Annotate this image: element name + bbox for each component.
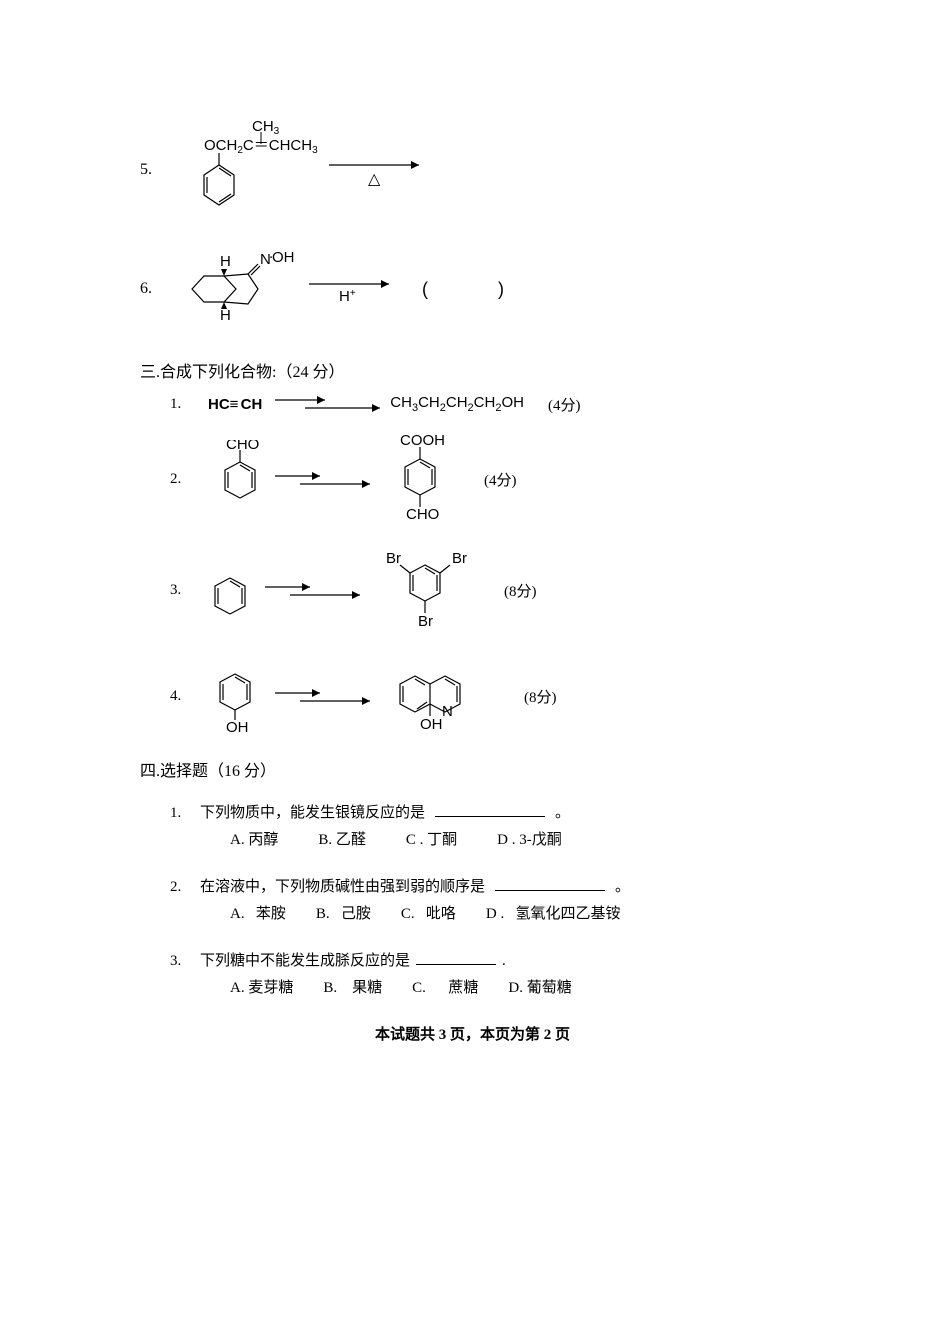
- start-structure: [200, 561, 260, 621]
- multistep-arrow: [260, 579, 370, 603]
- synth-number: 1.: [170, 396, 200, 413]
- answer-blank: [495, 875, 605, 891]
- product-structure: OH N: [380, 654, 500, 739]
- period: 。: [615, 875, 630, 896]
- points: (4分): [548, 394, 581, 415]
- problem-5: 5. OCH2C＝CHCH3 CH3 △: [140, 120, 805, 220]
- period: .: [502, 953, 506, 970]
- option-b: B. 乙醛: [318, 828, 366, 849]
- product-formula: CH3CH2CH2CH2OH: [390, 394, 524, 414]
- problem-number: 6.: [140, 280, 174, 298]
- option-b: B. 己胺: [316, 902, 371, 923]
- points: (4分): [484, 469, 517, 490]
- mc-options-3: A. 麦芽糖 B. 果糖 C. 蔗糖 D. 葡萄糖: [230, 976, 805, 997]
- svg-text:OH: OH: [226, 719, 249, 736]
- mc-number: 1.: [170, 805, 200, 822]
- delta-symbol: △: [368, 171, 381, 188]
- option-d: D . 3-戊酮: [497, 828, 562, 849]
- section3-heading: 三.合成下列化合物:（24 分）: [140, 358, 805, 382]
- option-a: A. 丙醇: [230, 828, 278, 849]
- svg-text:H: H: [220, 307, 231, 324]
- mc-stem: 下列物质中，能发生银镜反应的是: [200, 801, 425, 822]
- svg-text:H+: H+: [339, 288, 356, 305]
- svg-text:CH3: CH3: [252, 120, 280, 137]
- multistep-arrow: [270, 392, 390, 416]
- mc-number: 2.: [170, 879, 200, 896]
- svg-text:CHO: CHO: [406, 506, 439, 523]
- synthesis-2: 2. CHO C: [140, 432, 805, 527]
- synthesis-4: 4. OH: [140, 654, 805, 739]
- mc-options-2: A. 苯胺 B. 己胺 C. 吡咯 D . 氢氧化四乙基铵: [230, 902, 805, 923]
- page-footer: 本试题共 3 页，本页为第 2 页: [140, 1023, 805, 1044]
- mc-stem: 在溶液中，下列物质碱性由强到弱的顺序是: [200, 875, 485, 896]
- mc-number: 3.: [170, 953, 200, 970]
- option-b: B. 果糖: [323, 976, 382, 997]
- exam-page: 5. OCH2C＝CHCH3 CH3 △ 6.: [0, 0, 945, 1104]
- start-structure: OH: [200, 657, 270, 737]
- mc-options-1: A. 丙醇 B. 乙醛 C . 丁酮 D . 3-戊酮: [230, 828, 805, 849]
- points: (8分): [524, 686, 557, 707]
- synthesis-3: 3. Br Br: [140, 543, 805, 638]
- synth-number: 3.: [170, 582, 200, 599]
- product-placeholder: (): [422, 279, 504, 300]
- start-formula: HC≡ CH: [208, 396, 262, 413]
- answer-blank: [416, 949, 496, 965]
- svg-text:N: N: [442, 703, 453, 720]
- synthesis-1: 1. HC≡ CH CH3CH2CH2CH2OH (4分): [140, 392, 805, 416]
- option-a: A. 苯胺: [230, 902, 286, 923]
- synth-number: 2.: [170, 471, 200, 488]
- period: 。: [555, 801, 570, 822]
- svg-text:H: H: [220, 253, 231, 270]
- problem-6: 6. H H N . OH H+ (): [140, 244, 805, 334]
- product-structure: Br Br Br: [370, 543, 480, 638]
- mc-question-2: 2. 在溶液中，下列物质碱性由强到弱的顺序是 。: [170, 875, 805, 896]
- svg-text:CHO: CHO: [226, 440, 259, 453]
- svg-text:Br: Br: [418, 613, 433, 630]
- multistep-arrow: [270, 685, 380, 709]
- reaction-arrow: H+: [304, 269, 404, 309]
- svg-text:COOH: COOH: [400, 432, 445, 449]
- synth-number: 4.: [170, 688, 200, 705]
- mc-stem: 下列糖中不能发生成脎反应的是: [200, 949, 410, 970]
- problem6-structure: H H N . OH: [174, 244, 304, 334]
- product-structure: COOH CHO: [380, 432, 460, 527]
- option-c: C. 蔗糖: [412, 976, 478, 997]
- problem-number: 5.: [140, 161, 174, 179]
- section4-heading: 四.选择题（16 分）: [140, 757, 805, 781]
- answer-blank: [435, 801, 545, 817]
- option-c: C . 丁酮: [406, 828, 457, 849]
- mc-question-1: 1. 下列物质中，能发生银镜反应的是 。: [170, 801, 805, 822]
- reaction-arrow: △: [324, 150, 434, 190]
- points: (8分): [504, 580, 537, 601]
- multistep-arrow: [270, 468, 380, 492]
- start-structure: CHO: [200, 440, 270, 520]
- mc-question-3: 3. 下列糖中不能发生成脎反应的是 .: [170, 949, 805, 970]
- option-d: D. 葡萄糖: [508, 976, 571, 997]
- option-a: A. 麦芽糖: [230, 976, 293, 997]
- svg-text:OH: OH: [420, 716, 443, 733]
- svg-text:Br: Br: [386, 550, 401, 567]
- svg-text:OH: OH: [272, 249, 295, 266]
- svg-text:Br: Br: [452, 550, 467, 567]
- option-c: C. 吡咯: [401, 902, 456, 923]
- option-d: D . 氢氧化四乙基铵: [486, 902, 621, 923]
- problem5-structure: OCH2C＝CHCH3 CH3: [174, 120, 324, 220]
